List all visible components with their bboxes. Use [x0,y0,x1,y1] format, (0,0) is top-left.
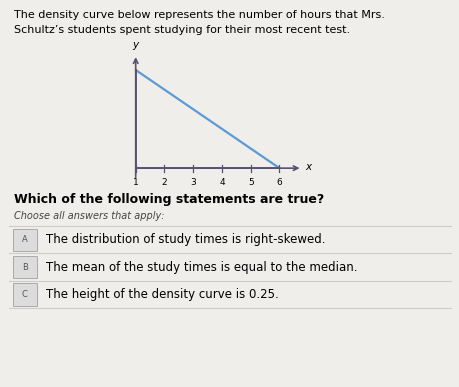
Text: y: y [132,40,139,50]
Text: 3: 3 [190,178,196,187]
Text: 6: 6 [276,178,282,187]
Text: B: B [22,262,28,272]
Text: 1: 1 [133,178,138,187]
Text: Choose all answers that apply:: Choose all answers that apply: [14,211,164,221]
Text: x: x [305,162,311,172]
Text: The height of the density curve is 0.25.: The height of the density curve is 0.25. [46,288,278,301]
Text: 5: 5 [247,178,253,187]
Text: The density curve below represents the number of hours that Mrs.: The density curve below represents the n… [14,10,384,20]
Text: 2: 2 [161,178,167,187]
Text: Schultz’s students spent studying for their most recent test.: Schultz’s students spent studying for th… [14,25,349,35]
Text: Which of the following statements are true?: Which of the following statements are tr… [14,194,323,207]
Text: A: A [22,235,28,245]
Text: 4: 4 [218,178,224,187]
Text: The mean of the study times is equal to the median.: The mean of the study times is equal to … [46,260,357,274]
Text: C: C [22,289,28,299]
Text: The distribution of study times is right-skewed.: The distribution of study times is right… [46,233,325,247]
